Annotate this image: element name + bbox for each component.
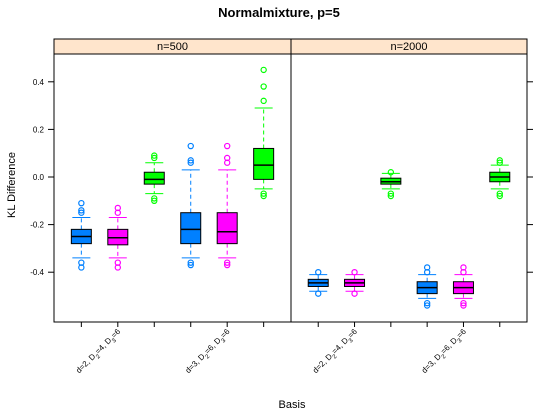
outlier-point — [315, 269, 322, 276]
outlier-point — [187, 157, 194, 164]
outlier-point — [223, 159, 231, 166]
outlier-point — [351, 269, 358, 276]
outlier-point — [260, 66, 267, 74]
chart-title: Normalmixture, p=5 — [218, 5, 340, 20]
outlier-point — [496, 157, 503, 164]
y-tick-label: -0.2 — [30, 221, 44, 230]
box-2-6 — [489, 157, 511, 200]
outlier-point — [78, 209, 85, 216]
x-tick-label: d=3, D2=6, D3=6 — [420, 327, 471, 378]
outlier-point — [260, 83, 267, 90]
outlier-point — [114, 209, 122, 216]
outlier-point — [223, 259, 231, 266]
outlier-point — [423, 299, 431, 307]
box-1-1 — [70, 199, 92, 271]
box-1-2 — [107, 204, 129, 271]
outlier-point — [78, 199, 85, 207]
outlier-point — [460, 299, 467, 307]
panel-frame — [290, 53, 528, 323]
box-2-3 — [380, 169, 402, 200]
outlier-point — [387, 192, 395, 200]
box-1-3 — [143, 152, 165, 204]
y-tick-label: 0.4 — [33, 78, 45, 87]
y-tick-label: 0.2 — [33, 125, 45, 134]
outlier-point — [460, 269, 467, 276]
strip-label: n=500 — [157, 41, 188, 53]
panel-1: n=500 d=2, D2=4, D3=6 d=3, D2=6, D3=6 — [53, 38, 292, 378]
box-2-1 — [307, 269, 329, 297]
box-2-2 — [344, 269, 366, 297]
outlier-point — [187, 261, 194, 269]
box-body — [216, 212, 238, 245]
box-2-5 — [452, 264, 474, 309]
box-body — [143, 171, 165, 185]
outlier-point — [78, 207, 85, 214]
box-2-4 — [416, 264, 438, 309]
x-tick-label: d=2, D2=4, D3=6 — [74, 327, 125, 378]
x-axis-label: Basis — [279, 399, 306, 411]
box-1-5 — [216, 142, 238, 269]
outlier-point — [423, 269, 431, 276]
outlier-point — [223, 142, 231, 150]
outlier-point — [187, 142, 194, 150]
strip-label: n=2000 — [390, 41, 427, 53]
panel-frame — [53, 53, 292, 323]
outlier-point — [151, 152, 158, 159]
outlier-point — [496, 192, 503, 200]
outlier-point — [223, 261, 231, 269]
outlier-point — [187, 259, 194, 266]
box-1-6 — [253, 66, 275, 200]
x-tick-label: d=3, D2=6, D3=6 — [184, 327, 235, 378]
outlier-point — [351, 290, 358, 297]
y-tick-label: -0.4 — [30, 268, 44, 277]
box-body — [253, 147, 275, 180]
outlier-point — [315, 290, 322, 297]
outlier-point — [78, 264, 85, 271]
outlier-point — [260, 190, 267, 197]
y-tick-label: 0.0 — [33, 173, 45, 182]
box-body — [180, 212, 202, 245]
box-1-4 — [180, 142, 202, 269]
outlier-point — [151, 197, 158, 204]
y-axis-label: KL Difference — [6, 152, 18, 218]
outlier-point — [260, 192, 267, 200]
outlier-point — [423, 302, 431, 309]
outlier-point — [387, 190, 395, 197]
outlier-point — [114, 264, 122, 271]
outlier-point — [496, 190, 503, 197]
outlier-point — [151, 195, 158, 202]
x-tick-label: d=2, D2=4, D3=6 — [311, 327, 362, 378]
outlier-point — [387, 169, 395, 176]
panel-2: n=2000 d=2, D2=4, D3=6 d=3, D2=6, D3=6 — [290, 38, 528, 378]
outlier-point — [496, 159, 503, 166]
outlier-point — [460, 302, 467, 309]
outlier-point — [260, 97, 267, 105]
outlier-point — [187, 159, 194, 166]
outlier-point — [151, 154, 158, 162]
